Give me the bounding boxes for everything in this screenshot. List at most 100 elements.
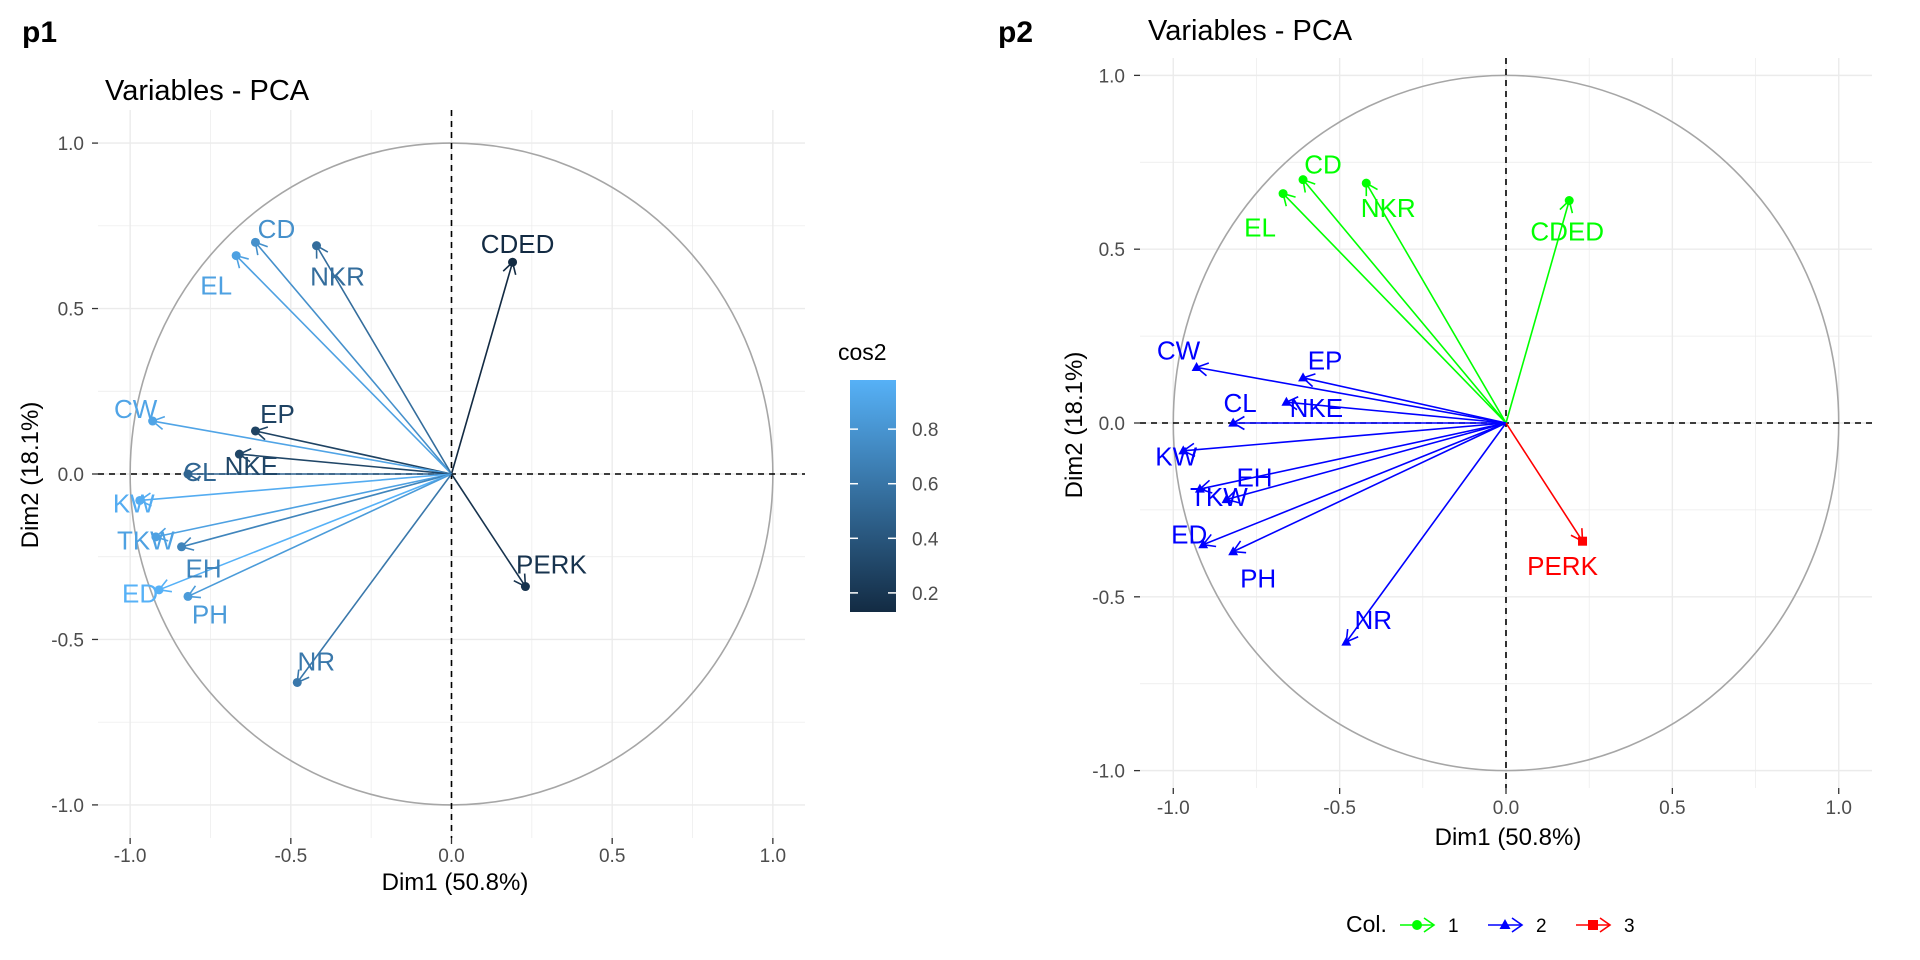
arrow-tkw <box>1199 422 1507 490</box>
arrow-cded <box>1505 200 1570 424</box>
variable-label-nkr: NKR <box>1361 193 1416 223</box>
variable-label-cd: CD <box>258 214 296 244</box>
p2-legend-entries: 1 2 3 <box>1400 916 1635 937</box>
point-marker-ep <box>1298 372 1308 382</box>
point-marker-ep <box>250 426 260 436</box>
p2-chart-title: Variables - PCA <box>1148 15 1353 47</box>
p2-x-axis-label: Dim1 (50.8%) <box>1435 824 1582 851</box>
y-tick-label: -0.5 <box>51 630 84 651</box>
point-marker-cl <box>1228 417 1239 427</box>
y-tick-label: -1.0 <box>51 796 84 817</box>
panel-tag-p2: p2 <box>998 16 1033 49</box>
point-marker-perk <box>1578 536 1588 546</box>
p1-legend-title: cos2 <box>838 339 887 365</box>
arrow-ed <box>1202 422 1507 546</box>
point-marker-nke <box>234 449 244 459</box>
p2-y-axis-ticks: -1.0 -0.5 0.0 0.5 1.0 <box>1092 66 1140 783</box>
x-tick-label: -1.0 <box>1157 798 1190 819</box>
point-marker-cd <box>1298 175 1308 185</box>
point-marker-kw <box>1178 445 1189 455</box>
colorbar-tick-label: 0.2 <box>912 584 938 605</box>
point-marker-eh <box>1221 494 1232 504</box>
x-tick-label: 0.5 <box>599 846 625 867</box>
arrow-ep <box>1302 377 1507 424</box>
panel-tag-p1: p1 <box>22 16 57 49</box>
point-marker-el <box>1278 189 1288 199</box>
variable-label-cw: CW <box>1157 335 1201 365</box>
p1-colorbar <box>850 380 896 612</box>
variable-label-kw: KW <box>113 488 155 518</box>
variable-label-nr: NR <box>1355 605 1393 635</box>
legend-key-arrowhead-1 <box>1423 917 1436 933</box>
variable-label-cded: CDED <box>1530 216 1604 246</box>
y-tick-label: 0.5 <box>1099 240 1125 261</box>
variable-label-ep: EP <box>1308 346 1343 376</box>
arrow-nke <box>239 453 452 475</box>
variable-label-cded: CDED <box>481 229 555 259</box>
legend-key-marker-1 <box>1412 920 1422 930</box>
arrow-el <box>235 255 453 475</box>
legend-key-arrowhead-3 <box>1599 917 1612 933</box>
variable-label-eh: EH <box>1236 462 1272 492</box>
arrow-cw <box>1196 366 1507 424</box>
arrow-ph <box>187 473 452 598</box>
colorbar-tick-label: 0.8 <box>912 420 938 441</box>
x-tick-label: -0.5 <box>1323 798 1356 819</box>
arrow-cw <box>152 420 452 475</box>
variable-label-nr: NR <box>297 646 335 676</box>
p1-y-axis-ticks: -1.0 -0.5 0.0 0.5 1.0 <box>51 134 98 817</box>
x-tick-label: 0.0 <box>1493 798 1519 819</box>
variable-label-kw: KW <box>1155 442 1197 472</box>
arrow-kw <box>1183 422 1507 452</box>
arrow-perk <box>1505 422 1584 542</box>
y-tick-label: 0.0 <box>58 465 84 486</box>
point-marker-eh <box>177 542 187 552</box>
legend-label-3: 3 <box>1624 916 1635 937</box>
point-marker-tkw <box>1194 483 1205 493</box>
p1-y-axis-label: Dim2 (18.1%) <box>17 402 44 549</box>
legend-key-marker-3 <box>1588 920 1598 930</box>
p1-variable-labels: CDED CD EL NKR EP CW CL NKE KW TKW EH ED PH NR PERK <box>113 214 588 676</box>
arrow-kw <box>139 473 452 502</box>
x-tick-label: 0.5 <box>1659 798 1685 819</box>
point-marker-cl <box>183 469 193 479</box>
arrow-eh <box>181 473 452 548</box>
p2-x-axis-ticks: -1.0 -0.5 0.0 0.5 1.0 <box>1157 788 1852 819</box>
arrow-ph <box>1232 422 1507 553</box>
variable-label-cl: CL <box>183 457 216 487</box>
legend-label-2: 2 <box>1536 916 1547 937</box>
variable-label-el: EL <box>1244 212 1276 242</box>
variable-label-perk: PERK <box>1527 551 1598 581</box>
x-tick-label: 1.0 <box>1826 798 1852 819</box>
variable-label-perk: PERK <box>516 549 587 579</box>
legend-key-arrowhead-2 <box>1511 917 1524 933</box>
point-marker-kw <box>135 495 145 505</box>
point-marker-cw <box>148 416 158 426</box>
y-tick-label: 0.5 <box>58 300 84 321</box>
arrow-nkr <box>315 245 453 475</box>
colorbar-tick-label: 0.4 <box>912 529 939 550</box>
p2-col-legend: Col. 1 2 3 <box>1346 911 1635 937</box>
arrow-ep <box>255 430 452 475</box>
variable-label-ep: EP <box>260 399 295 429</box>
variable-label-el: EL <box>200 270 232 300</box>
variable-label-nke: NKE <box>225 451 278 481</box>
point-marker-ph <box>183 591 193 601</box>
arrow-nke <box>1286 401 1507 424</box>
p1-x-axis-ticks: -1.0 -0.5 0.0 0.5 1.0 <box>114 838 786 867</box>
y-tick-label: 0.0 <box>1099 414 1125 435</box>
arrow-nr <box>1345 422 1507 643</box>
point-marker-nkr <box>1361 178 1371 188</box>
point-marker-nke <box>1281 396 1292 406</box>
point-marker-nkr <box>312 241 322 251</box>
p2-y-axis-label: Dim2 (18.1%) <box>1061 352 1088 499</box>
y-tick-label: 1.0 <box>58 134 84 155</box>
arrow-perk <box>450 473 527 587</box>
variable-label-cl: CL <box>1224 388 1257 418</box>
x-tick-label: 0.0 <box>438 846 464 867</box>
variable-label-cw: CW <box>114 394 158 424</box>
variable-label-nkr: NKR <box>310 262 365 292</box>
p1-chart-title: Variables - PCA <box>105 75 310 107</box>
x-tick-label: -0.5 <box>274 846 307 867</box>
